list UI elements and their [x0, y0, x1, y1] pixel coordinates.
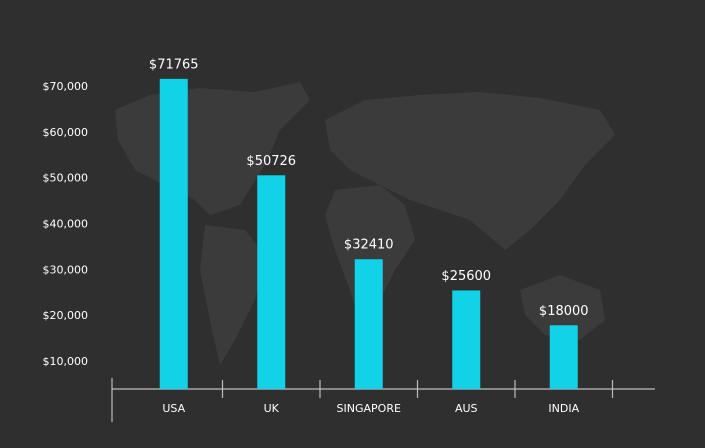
y-tick-label: $50,000: [43, 172, 89, 185]
y-tick-label: $10,000: [43, 355, 89, 368]
x-tick-label: INDIA: [548, 402, 579, 415]
y-tick-label: $60,000: [43, 126, 89, 139]
y-tick-label: $30,000: [43, 263, 89, 276]
x-tick-label: SINGAPORE: [337, 402, 401, 415]
bar: [452, 290, 481, 389]
bar: [549, 325, 578, 389]
x-tick-label: USA: [162, 402, 185, 415]
bar: [257, 175, 286, 389]
x-tick-label: UK: [264, 402, 280, 415]
y-tick-label: $40,000: [43, 217, 89, 230]
bar: [159, 78, 188, 390]
y-tick-label: $20,000: [43, 309, 89, 322]
bar: [354, 259, 383, 389]
value-label: $18000: [539, 304, 589, 319]
value-label: $25600: [441, 269, 491, 284]
value-label: $71765: [149, 57, 199, 72]
y-tick-label: $70,000: [43, 80, 89, 93]
value-label: $32410: [344, 238, 394, 253]
x-tick-label: AUS: [455, 402, 478, 415]
value-label: $50726: [246, 154, 296, 169]
